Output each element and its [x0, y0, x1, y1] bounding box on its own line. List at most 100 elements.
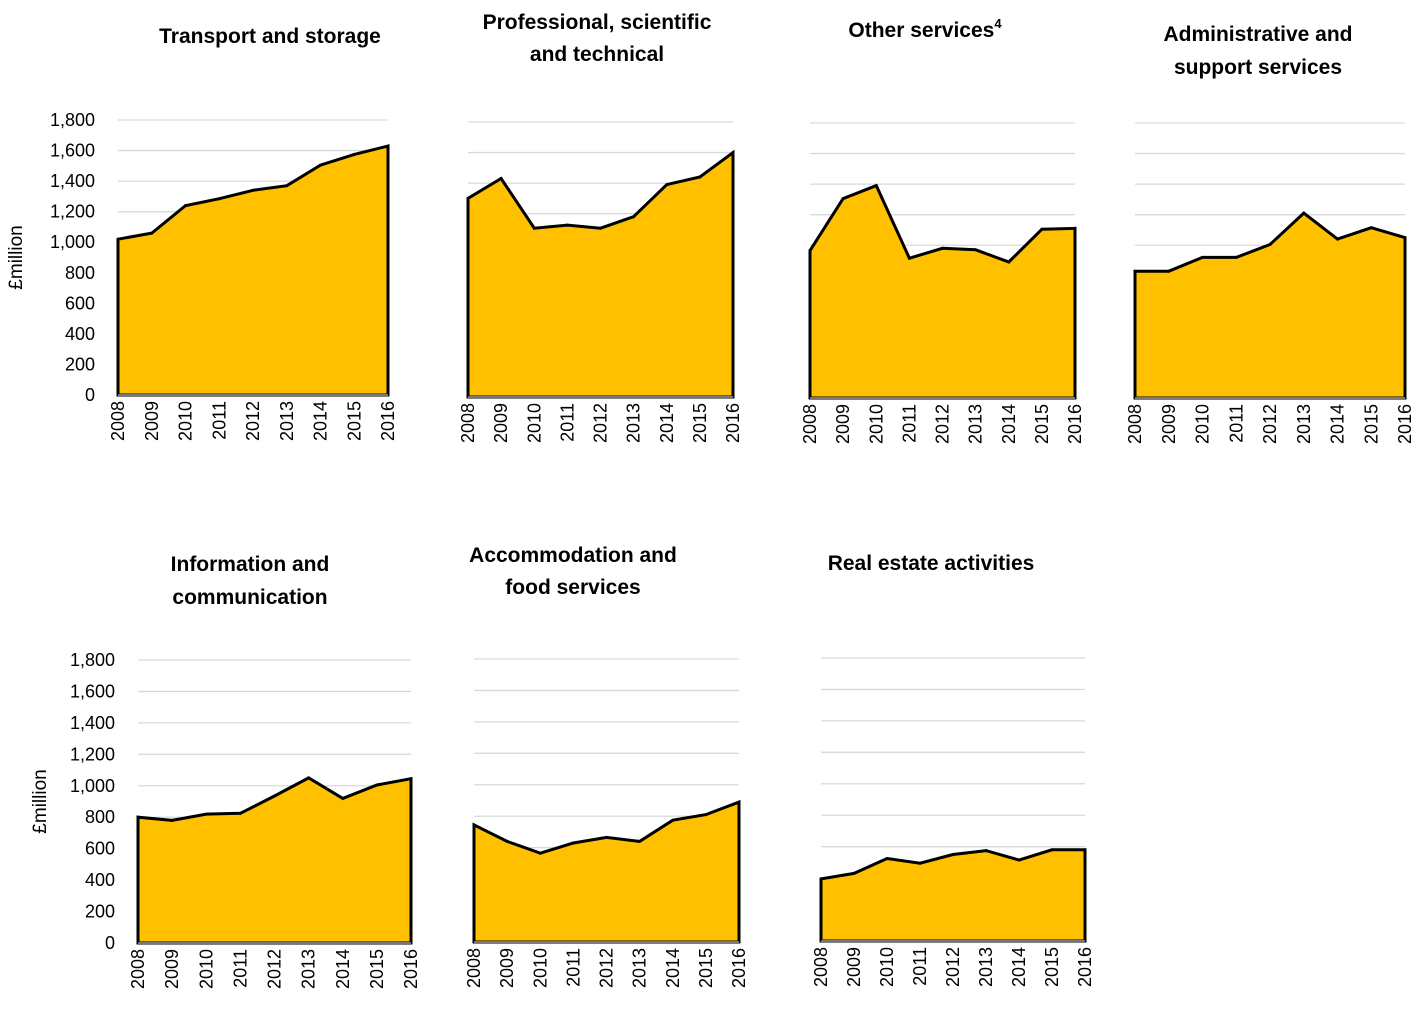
- data-point: [808, 249, 812, 253]
- x-tick-label: 2011: [230, 949, 250, 988]
- panel-2: 2008 2009 2010 2011 2012 2013 2014 2015 2016 Prof…: [458, 11, 743, 443]
- data-point: [737, 800, 741, 804]
- data-point: [1336, 237, 1339, 241]
- data-point: [665, 183, 669, 187]
- panel-6: 2008 2009 2010 2011 2012 2013 2014 2015 2016 Acco…: [464, 544, 749, 988]
- x-tick-label: 2008: [128, 949, 148, 989]
- data-point: [1050, 848, 1054, 852]
- data-point: [571, 841, 575, 845]
- data-point: [136, 815, 140, 819]
- panel-title: and technical: [530, 43, 664, 66]
- data-point: [1268, 243, 1272, 246]
- x-tick-label: 2009: [1159, 404, 1179, 444]
- panel-title: Transport and storage: [159, 25, 381, 48]
- data-point: [841, 197, 845, 201]
- data-point: [466, 196, 470, 200]
- x-tick-label: 2014: [657, 403, 677, 443]
- data-point: [565, 223, 569, 227]
- area-series: [466, 149, 735, 399]
- data-point: [204, 812, 208, 816]
- x-tick-label: 2009: [142, 401, 162, 441]
- y-tick-label: 600: [65, 293, 95, 313]
- y-tick-label: 1,400: [50, 171, 95, 191]
- data-point: [951, 853, 955, 856]
- x-tick-label: 2015: [1361, 404, 1381, 444]
- data-point: [307, 776, 311, 780]
- x-tick-label: 2015: [1032, 404, 1052, 444]
- y-tick-label: 0: [105, 933, 115, 953]
- x-tick-label: 2010: [176, 401, 196, 441]
- y-tick-label: 1,800: [50, 110, 95, 130]
- data-point: [1201, 255, 1204, 259]
- data-point: [341, 796, 345, 800]
- x-tick-label: 2015: [690, 403, 710, 443]
- y-tick-label: 1,000: [50, 232, 95, 252]
- data-point: [273, 794, 276, 798]
- data-point: [731, 151, 735, 155]
- x-tick-label: 2016: [378, 401, 398, 441]
- x-tick-label: 2013: [1294, 404, 1314, 444]
- data-point: [472, 823, 476, 827]
- data-point: [638, 839, 642, 843]
- data-point: [285, 184, 289, 188]
- data-point: [170, 818, 174, 822]
- x-tick-label: 2008: [800, 404, 820, 444]
- data-point: [1017, 858, 1021, 862]
- area-series: [808, 183, 1077, 400]
- data-point: [505, 839, 509, 843]
- data-point: [386, 144, 390, 148]
- data-point: [1167, 269, 1171, 273]
- y-tick-label: 1,600: [50, 141, 95, 161]
- panel-title: communication: [172, 586, 327, 609]
- x-tick-label: 2011: [209, 401, 229, 440]
- x-tick-label: 2011: [563, 948, 583, 987]
- data-point: [671, 818, 675, 822]
- x-tick-label: 2014: [333, 949, 353, 989]
- data-point: [704, 813, 708, 817]
- data-point: [698, 175, 702, 179]
- x-tick-label: 2011: [557, 403, 577, 442]
- x-tick-label: 2010: [524, 403, 544, 443]
- y-tick-label: 600: [85, 839, 115, 859]
- y-tick-label: 400: [85, 870, 115, 890]
- x-tick-label: 2015: [1042, 947, 1062, 987]
- x-tick-label: 2013: [966, 404, 986, 444]
- x-tick-label: 2010: [196, 949, 216, 989]
- data-point: [605, 835, 608, 839]
- data-point: [251, 188, 255, 192]
- y-tick-label: 1,200: [70, 744, 115, 764]
- data-point: [599, 226, 602, 230]
- y-tick-label: 200: [85, 902, 115, 922]
- x-tick-label: 2008: [108, 401, 128, 441]
- x-tick-label: 2011: [899, 404, 919, 443]
- x-tick-label: 2015: [367, 949, 387, 989]
- x-tick-label: 2014: [1328, 404, 1348, 444]
- x-tick-label: 2009: [833, 404, 853, 444]
- x-tick-label: 2009: [162, 949, 182, 989]
- x-tick-label: 2008: [811, 947, 831, 987]
- panel-3: 2008 2009 2010 2011 2012 2013 2014 2015 2016 Othe…: [800, 16, 1085, 444]
- x-tick-label: 2015: [696, 948, 716, 988]
- area-series: [116, 144, 390, 397]
- y-tick-label: 0: [85, 385, 95, 405]
- data-point: [941, 246, 944, 250]
- data-point: [1369, 226, 1373, 230]
- panel-title: Professional, scientific: [483, 11, 712, 34]
- data-point: [184, 204, 187, 208]
- data-point: [885, 857, 889, 860]
- x-tick-label: 2015: [344, 401, 364, 441]
- data-point: [984, 849, 988, 853]
- x-tick-label: 2014: [1009, 947, 1029, 987]
- data-point: [116, 237, 120, 241]
- data-point: [499, 177, 503, 180]
- data-point: [974, 248, 978, 252]
- panel-7: 2008 2009 2010 2011 2012 2013 2014 2015 2016 Real…: [811, 552, 1095, 987]
- data-point: [819, 877, 823, 881]
- y-tick-label: 1,200: [50, 202, 95, 222]
- panel-title: Other services4: [848, 16, 1002, 42]
- x-tick-label: 2012: [597, 948, 617, 988]
- data-point: [632, 215, 636, 219]
- data-point: [1073, 226, 1077, 230]
- y-tick-label: 800: [65, 263, 95, 283]
